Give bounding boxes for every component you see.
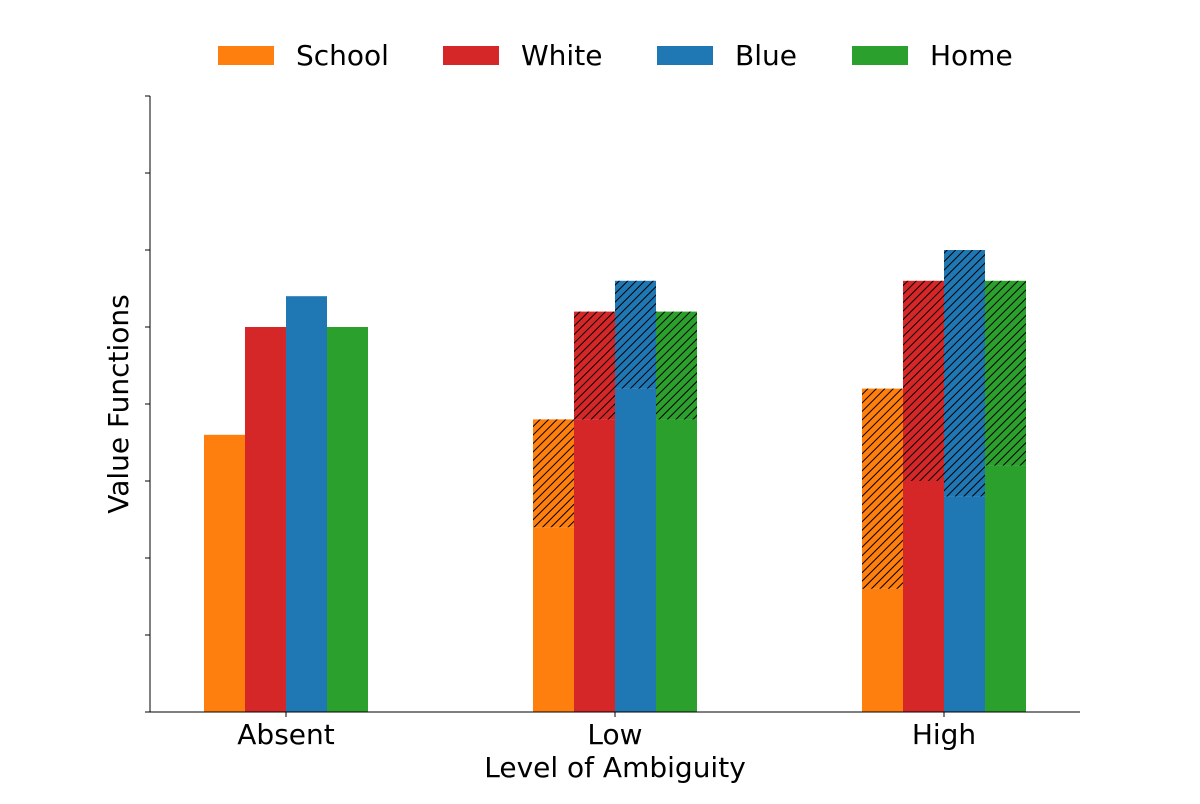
y-ticks bbox=[145, 95, 150, 713]
bar-home-low bbox=[656, 419, 697, 712]
legend-item-school: School bbox=[218, 39, 389, 72]
legend-swatch bbox=[443, 46, 499, 65]
bar-white-high bbox=[903, 481, 944, 712]
legend-label: White bbox=[521, 39, 602, 72]
legend-label: Blue bbox=[735, 39, 797, 72]
x-tick-label-low: Low bbox=[587, 718, 642, 751]
bar-blue-high bbox=[944, 496, 985, 712]
legend-item-white: White bbox=[443, 39, 602, 72]
x-tick-label-absent: Absent bbox=[237, 718, 334, 751]
legend-item-home: Home bbox=[852, 39, 1013, 72]
legend-label: Home bbox=[930, 39, 1013, 72]
hatch-overlay-white-high bbox=[903, 280, 944, 481]
bar-school-high bbox=[862, 588, 903, 712]
hatch-overlay-white-low bbox=[574, 311, 615, 420]
x-tick-label-high: High bbox=[912, 718, 976, 751]
legend-label: School bbox=[296, 39, 389, 72]
bar-blue-absent bbox=[286, 296, 327, 712]
hatch-overlay-school-high bbox=[862, 388, 903, 589]
hatch-overlay-school-low bbox=[533, 419, 574, 528]
hatch-overlay-home-high bbox=[985, 280, 1026, 466]
bar-home-high bbox=[985, 465, 1026, 712]
hatch-overlay-blue-low bbox=[615, 280, 656, 389]
legend-swatch bbox=[218, 46, 274, 65]
bar-white-low bbox=[574, 419, 615, 712]
legend: School White Blue Home bbox=[218, 39, 1013, 72]
x-axis-label: Level of Ambiguity bbox=[484, 751, 746, 784]
y-axis-label: Value Functions bbox=[102, 294, 135, 513]
bar-school-absent bbox=[204, 434, 245, 712]
x-ticks: Absent Low High bbox=[237, 712, 976, 751]
hatch-overlay-blue-high bbox=[944, 250, 985, 497]
legend-swatch bbox=[852, 46, 908, 65]
bar-school-low bbox=[533, 527, 574, 712]
hatch-overlay-home-low bbox=[656, 311, 697, 420]
bars bbox=[204, 250, 1026, 712]
bar-home-absent bbox=[327, 327, 368, 712]
legend-item-blue: Blue bbox=[657, 39, 797, 72]
bar-blue-low bbox=[615, 388, 656, 712]
bar-white-absent bbox=[245, 327, 286, 712]
legend-swatch bbox=[657, 46, 713, 65]
